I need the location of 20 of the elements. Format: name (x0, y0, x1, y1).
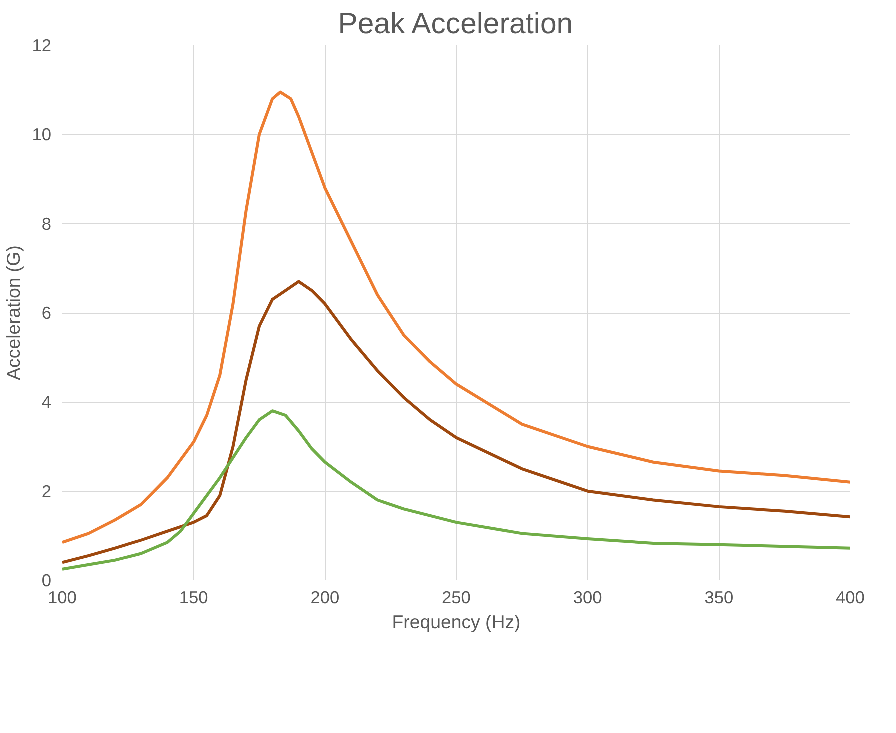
y-tick-label: 10 (32, 124, 52, 145)
line-series (62, 90, 850, 544)
y-tick-label: 0 (42, 570, 52, 590)
y-tick-label: 8 (42, 214, 52, 234)
x-tick-label: 100 (48, 588, 77, 608)
x-tick-label: 350 (704, 588, 734, 608)
y-tick-label: 6 (42, 303, 52, 323)
line-series (62, 280, 850, 564)
y-axis-title: Acceleration (G) (3, 246, 24, 380)
chart-title: Peak Acceleration (338, 8, 574, 40)
y-tick-label: 12 (32, 36, 52, 56)
x-tick-label: 200 (310, 588, 340, 608)
x-axis-title: Frequency (Hz) (392, 612, 521, 632)
x-tick-label: 250 (442, 588, 471, 608)
y-tick-label: 2 (42, 481, 52, 502)
x-tick-label: 300 (573, 588, 602, 608)
y-tick-label: 4 (42, 392, 52, 412)
x-tick-label: 400 (836, 588, 865, 608)
line-series (62, 410, 850, 571)
x-tick-label: 150 (179, 588, 208, 608)
